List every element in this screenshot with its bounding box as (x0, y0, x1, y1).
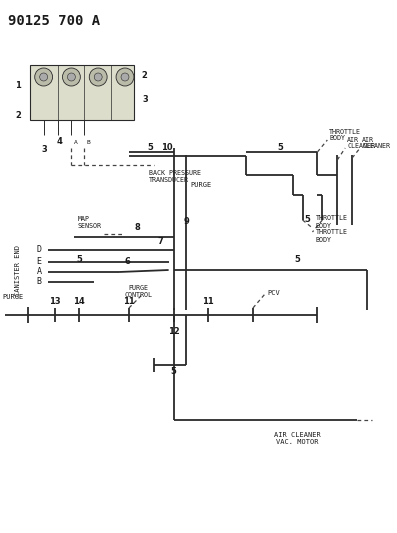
Text: 11: 11 (123, 296, 135, 305)
Text: BACK PRESSURE
TRANSDUCER: BACK PRESSURE TRANSDUCER (149, 170, 201, 183)
Text: 5: 5 (171, 367, 177, 376)
Circle shape (35, 68, 52, 86)
Text: 2: 2 (15, 110, 21, 119)
Text: THROTTLE
BODY: THROTTLE BODY (316, 215, 347, 229)
Text: 9: 9 (183, 217, 189, 227)
Text: THROTTLE
BODY: THROTTLE BODY (316, 230, 347, 243)
Text: CANISTER END: CANISTER END (15, 245, 21, 295)
Text: 6: 6 (124, 257, 130, 266)
Circle shape (62, 68, 80, 86)
Text: A: A (73, 140, 77, 144)
Text: 4: 4 (57, 138, 62, 147)
Text: 14: 14 (73, 296, 85, 305)
Text: 5: 5 (148, 143, 154, 152)
Text: AIR CLEANER
VAC. MOTOR: AIR CLEANER VAC. MOTOR (274, 432, 321, 445)
Text: AIR
CLEANER: AIR CLEANER (347, 136, 375, 149)
Text: PURGE: PURGE (2, 294, 23, 300)
Text: 5: 5 (295, 255, 301, 264)
Text: THROTTLE
BODY: THROTTLE BODY (330, 128, 361, 141)
Text: 90125 700 A: 90125 700 A (8, 14, 100, 28)
Text: 13: 13 (49, 296, 60, 305)
Text: MAP
SENSOR: MAP SENSOR (77, 216, 101, 229)
Text: PURGE
CONTROL: PURGE CONTROL (125, 285, 153, 298)
Circle shape (67, 73, 75, 81)
Text: AIR
CLEANER: AIR CLEANER (362, 136, 390, 149)
Text: 11: 11 (202, 296, 214, 305)
Text: 5: 5 (278, 143, 283, 152)
Text: PCV: PCV (268, 290, 281, 296)
Text: 5: 5 (76, 255, 82, 264)
Circle shape (40, 73, 48, 81)
Text: 1: 1 (15, 80, 21, 90)
Text: 3: 3 (42, 146, 48, 155)
Text: D: D (37, 246, 42, 254)
Text: 12: 12 (168, 327, 179, 335)
Circle shape (116, 68, 134, 86)
Text: 2: 2 (141, 70, 147, 79)
Circle shape (89, 68, 107, 86)
Text: 8: 8 (134, 222, 140, 231)
Text: PURGE: PURGE (191, 182, 212, 188)
Bar (30, 65, 134, 120)
Text: B: B (37, 278, 42, 287)
Text: A: A (37, 268, 42, 277)
Text: B: B (86, 140, 90, 144)
Circle shape (121, 73, 129, 81)
Text: 10: 10 (161, 143, 172, 152)
Text: E: E (37, 257, 42, 266)
Circle shape (94, 73, 102, 81)
Text: 3: 3 (143, 95, 149, 104)
Text: 5: 5 (304, 215, 310, 224)
Text: 7: 7 (158, 238, 164, 246)
